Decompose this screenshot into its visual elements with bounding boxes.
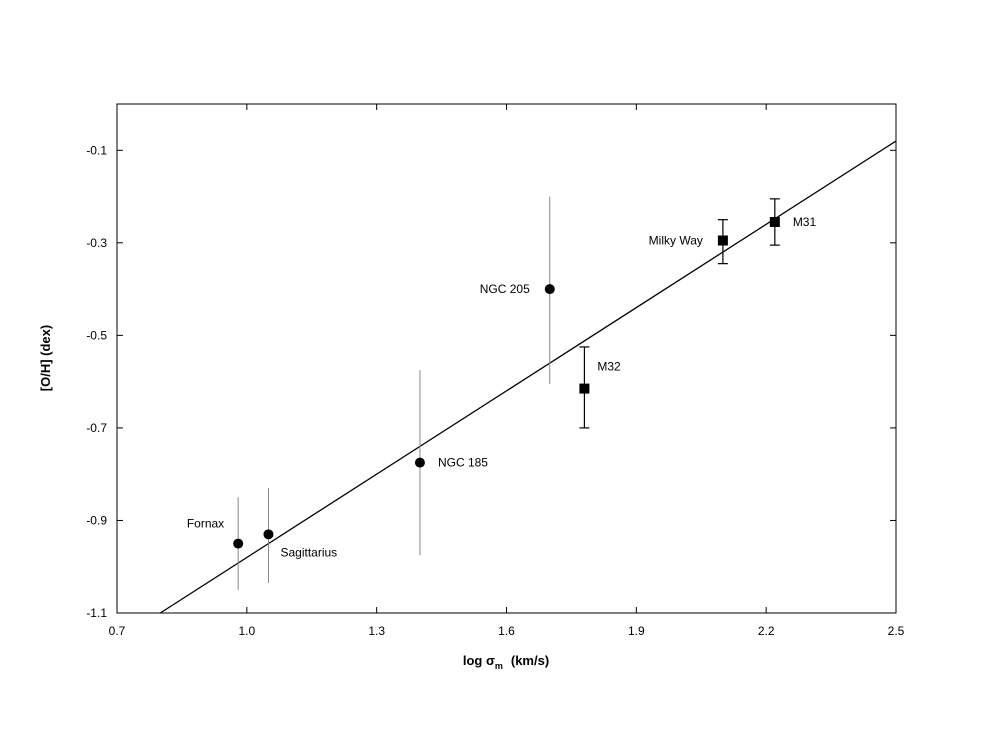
data-point-label: Sagittarius — [280, 545, 337, 559]
y-tick-label: -1.1 — [86, 606, 107, 620]
y-tick-label: -0.9 — [86, 513, 107, 527]
x-tick-label: 0.7 — [109, 624, 126, 638]
y-tick-label: -0.1 — [86, 143, 107, 157]
y-tick-label: -0.3 — [86, 236, 107, 250]
x-tick-label: 1.0 — [238, 624, 255, 638]
data-point-circle — [414, 457, 425, 468]
data-point-circle — [544, 284, 555, 295]
data-point-square — [717, 235, 728, 246]
fit-line — [159, 140, 897, 614]
y-tick-label: -0.7 — [86, 421, 107, 435]
y-axis-title: [O/H] (dex) — [38, 325, 53, 391]
data-point-label: M31 — [793, 215, 817, 229]
plot-frame — [116, 103, 897, 614]
x-tick-label: 1.9 — [628, 624, 645, 638]
data-point-circle — [263, 529, 274, 540]
data-point-square — [579, 383, 590, 394]
x-axis-title-sub: m — [495, 661, 503, 671]
data-point-square — [769, 216, 780, 227]
fit-line-group — [159, 140, 897, 614]
x-axis-title-unit: (km/s) — [511, 653, 549, 668]
x-axis-title: log σm (km/s) — [463, 653, 549, 671]
x-tick-label: 2.2 — [758, 624, 775, 638]
x-tick-label: 1.6 — [498, 624, 515, 638]
data-point-label: Fornax — [187, 517, 224, 531]
data-point-circle — [233, 538, 244, 549]
data-point-label: Milky Way — [649, 234, 703, 248]
x-tick-label: 2.5 — [888, 624, 905, 638]
axis-ticks: 0.7 1.0 1.3 1.6 1.9 2.2 2.5 -1.1 -0.9 -0.7 -0.5 -0.… — [86, 104, 905, 638]
x-tick-label: 1.3 — [368, 624, 385, 638]
data-points-group: Fornax Sagittarius NGC 185 NGC 205 M32 Milky … — [187, 196, 817, 590]
data-point-label: NGC 185 — [438, 456, 488, 470]
data-point-label: NGC 205 — [480, 282, 530, 296]
x-axis-title-main: log σ — [463, 653, 495, 668]
y-tick-label: -0.5 — [86, 328, 107, 342]
data-point-label: M32 — [597, 360, 621, 374]
